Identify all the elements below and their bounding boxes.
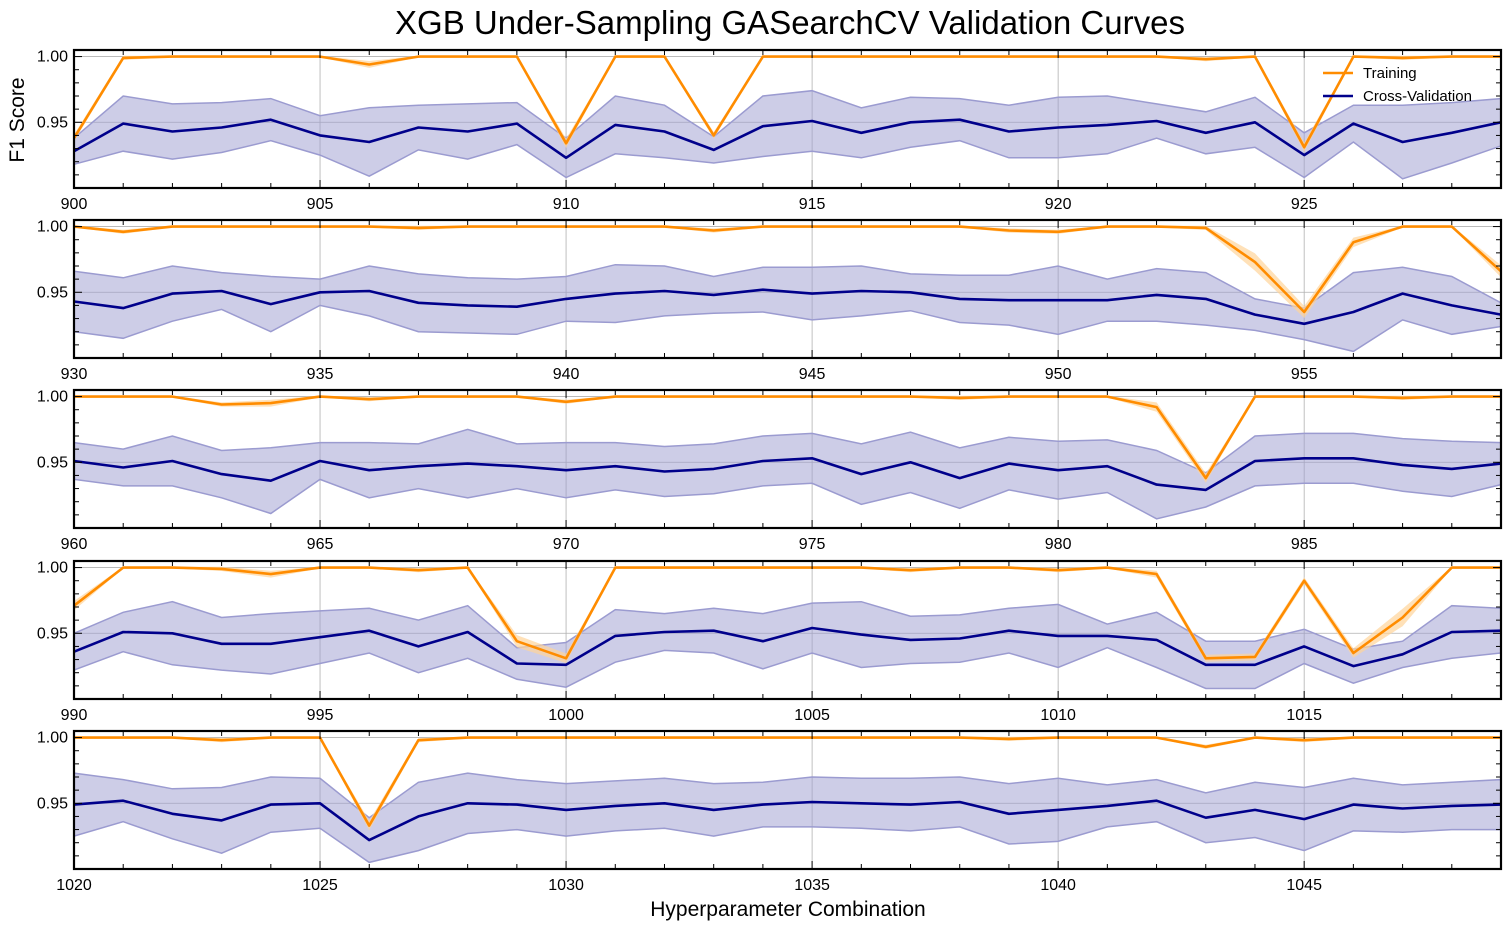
subplot-5: 1020 1025 1030 1035 1040 1045 0.95 1.00 bbox=[37, 729, 1503, 894]
chart-title: XGB Under-Sampling GASearchCV Validation… bbox=[395, 4, 1185, 41]
x-tick-label: 910 bbox=[553, 196, 580, 213]
y-tick-label: 1.00 bbox=[37, 560, 68, 577]
x-tick-label: 955 bbox=[1291, 366, 1318, 383]
y-tick-label: 0.95 bbox=[37, 114, 68, 131]
cv-series-line bbox=[73, 457, 1502, 492]
y-tick-label: 0.95 bbox=[37, 284, 68, 301]
training-series-line bbox=[73, 566, 1501, 660]
subplot-frame bbox=[72, 559, 1503, 701]
x-tick-label: 905 bbox=[307, 196, 334, 213]
x-tick-label: 990 bbox=[61, 707, 88, 724]
x-tick-label: 950 bbox=[1045, 366, 1072, 383]
x-tick-label: 930 bbox=[61, 366, 88, 383]
training-series-line bbox=[74, 736, 1501, 827]
subplot-2: 930 935 940 945 950 955 0.95 1.00 bbox=[37, 218, 1503, 383]
legend-cv-label: Cross-Validation bbox=[1363, 88, 1472, 105]
x-tick-label: 1045 bbox=[1286, 877, 1322, 894]
x-tick-label: 1005 bbox=[794, 707, 830, 724]
y-tick-label: 1.00 bbox=[37, 389, 68, 406]
x-tick-label: 940 bbox=[553, 366, 580, 383]
subplot-frame bbox=[72, 388, 1503, 530]
subplot-4: 990 995 1000 1005 1010 1015 0.95 1.00 bbox=[37, 559, 1503, 724]
y-tick-label: 1.00 bbox=[37, 49, 68, 66]
cv-series-line bbox=[73, 118, 1502, 160]
subplots: 900 905 910 915 920 925 0.95 1.00 930 935 940 945 95… bbox=[37, 48, 1503, 894]
training-series-line bbox=[72, 55, 1501, 149]
subplot-3: 960 965 970 975 980 985 0.95 1.00 bbox=[37, 388, 1503, 553]
y-tick-label: 0.95 bbox=[37, 795, 68, 812]
y-tick-label: 0.95 bbox=[37, 625, 68, 642]
x-tick-label: 975 bbox=[799, 536, 826, 553]
x-tick-label: 985 bbox=[1291, 536, 1318, 553]
y-axis-title: F1 Score bbox=[6, 77, 29, 162]
x-tick-label: 995 bbox=[307, 707, 334, 724]
legend: Training Cross-Validation bbox=[1323, 65, 1472, 105]
x-tick-label: 960 bbox=[61, 536, 88, 553]
training-series-line bbox=[74, 395, 1501, 480]
x-tick-label: 1010 bbox=[1040, 707, 1076, 724]
cv-std-band bbox=[73, 600, 1502, 690]
subplot-1: 900 905 910 915 920 925 0.95 1.00 bbox=[37, 48, 1503, 213]
x-tick-label: 1040 bbox=[1040, 877, 1076, 894]
cv-std-band bbox=[73, 263, 1502, 353]
subplot-frame bbox=[72, 729, 1503, 871]
x-tick-label: 970 bbox=[553, 536, 580, 553]
cv-series-line bbox=[73, 626, 1502, 668]
x-tick-label: 915 bbox=[799, 196, 826, 213]
cv-std-band bbox=[73, 89, 1502, 180]
y-tick-label: 1.00 bbox=[37, 730, 68, 747]
x-tick-label: 1030 bbox=[548, 877, 584, 894]
x-tick-label: 1035 bbox=[794, 877, 830, 894]
x-tick-label: 1000 bbox=[548, 707, 584, 724]
x-tick-label: 980 bbox=[1045, 536, 1072, 553]
x-tick-label: 1025 bbox=[302, 877, 338, 894]
cv-std-band bbox=[73, 772, 1502, 864]
subplot-frame bbox=[72, 218, 1503, 360]
x-tick-label: 1015 bbox=[1286, 707, 1322, 724]
x-tick-label: 1020 bbox=[56, 877, 92, 894]
cv-series-line bbox=[73, 288, 1502, 326]
x-tick-label: 920 bbox=[1045, 196, 1072, 213]
x-axis-title: Hyperparameter Combination bbox=[650, 898, 925, 921]
cv-series-line bbox=[73, 799, 1502, 842]
training-series-line bbox=[73, 225, 1502, 314]
x-tick-label: 925 bbox=[1291, 196, 1318, 213]
x-tick-label: 935 bbox=[307, 366, 334, 383]
y-tick-label: 0.95 bbox=[37, 454, 68, 471]
legend-training-label: Training bbox=[1363, 65, 1417, 82]
subplot-frame bbox=[72, 48, 1503, 190]
x-tick-label: 900 bbox=[61, 196, 88, 213]
x-tick-label: 965 bbox=[307, 536, 334, 553]
x-tick-label: 945 bbox=[799, 366, 826, 383]
y-tick-label: 1.00 bbox=[37, 219, 68, 236]
training-std-band bbox=[74, 566, 1501, 663]
